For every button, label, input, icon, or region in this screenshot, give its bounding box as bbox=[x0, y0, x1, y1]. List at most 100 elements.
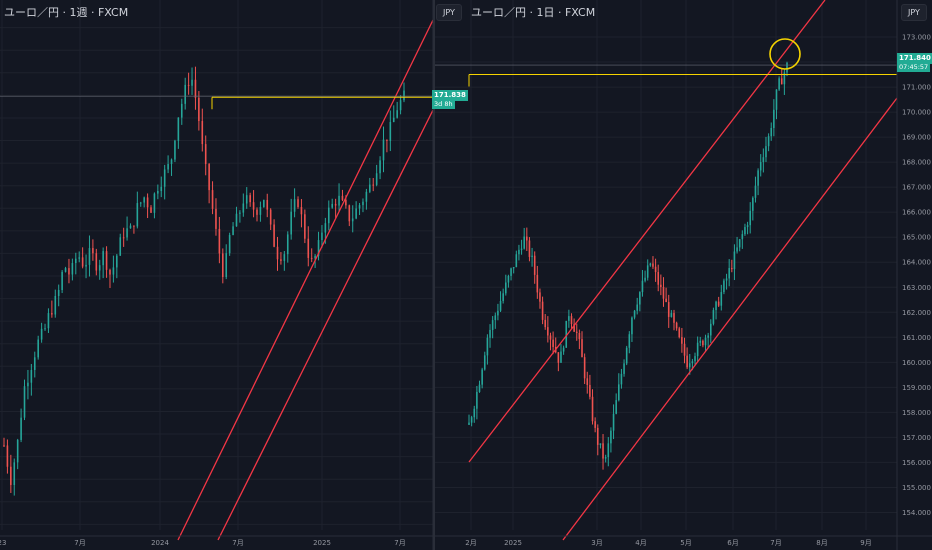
candle-body bbox=[399, 100, 402, 111]
candle-body bbox=[225, 253, 228, 278]
candle-body bbox=[194, 79, 197, 98]
candle-body bbox=[157, 190, 159, 194]
candle-body bbox=[712, 310, 715, 324]
candle-body bbox=[628, 334, 631, 348]
candle-body bbox=[483, 355, 486, 370]
candle-body bbox=[187, 84, 190, 86]
candle-body bbox=[770, 127, 773, 137]
x-tick-label: 2024 bbox=[151, 539, 169, 547]
candle-body bbox=[133, 225, 135, 227]
y-tick-label: 164.000 bbox=[902, 259, 931, 267]
y-tick-label: 163.000 bbox=[902, 284, 931, 292]
candle-body bbox=[612, 413, 615, 431]
daily-chart-title: ユーロ／円 · 1日 · FXCM bbox=[471, 6, 596, 19]
candle-body bbox=[119, 237, 122, 256]
candle-body bbox=[720, 292, 723, 306]
candle-body bbox=[754, 185, 757, 198]
candle-body bbox=[526, 236, 528, 241]
candle-body bbox=[507, 275, 510, 283]
candle-body bbox=[662, 287, 665, 299]
x-tick-label: 3月 bbox=[591, 539, 602, 547]
candle-body bbox=[102, 251, 104, 266]
candle-body bbox=[64, 268, 67, 272]
candle-body bbox=[191, 79, 193, 86]
candle-body bbox=[386, 139, 388, 141]
candle-body bbox=[321, 232, 323, 241]
candle-body bbox=[660, 284, 662, 288]
candle-body bbox=[604, 457, 607, 459]
channel-line bbox=[217, 109, 433, 541]
candle-body bbox=[778, 78, 780, 90]
candle-body bbox=[218, 228, 221, 254]
candle-body bbox=[649, 263, 652, 266]
y-tick-label: 166.000 bbox=[902, 209, 931, 217]
y-tick-label: 159.000 bbox=[902, 384, 931, 392]
x-tick-label: 7月 bbox=[394, 539, 405, 547]
candle-body bbox=[667, 302, 670, 317]
currency-button-weekly-axis[interactable]: JPY bbox=[436, 4, 462, 21]
candle-body bbox=[68, 268, 70, 275]
candle-body bbox=[736, 247, 738, 252]
candle-body bbox=[578, 332, 581, 340]
candle-body bbox=[486, 337, 489, 356]
candle-body bbox=[518, 249, 520, 255]
candle-body bbox=[235, 213, 238, 227]
candle-body bbox=[310, 257, 313, 259]
candle-body bbox=[725, 278, 728, 281]
candle-body bbox=[208, 164, 210, 191]
candle-body bbox=[744, 227, 746, 235]
channel-line bbox=[562, 97, 898, 541]
candle-body bbox=[544, 319, 547, 328]
candle-body bbox=[170, 159, 173, 165]
candle-body bbox=[759, 162, 762, 171]
candle-body bbox=[675, 322, 678, 329]
candle-body bbox=[211, 190, 214, 209]
y-tick-label: 161.000 bbox=[902, 334, 931, 342]
x-tick-label: 9月 bbox=[860, 539, 871, 547]
candle-body bbox=[10, 466, 12, 485]
candle-body bbox=[269, 209, 272, 225]
candle-body bbox=[245, 195, 248, 204]
candle-body bbox=[573, 324, 575, 332]
daily-chart-svg[interactable]: 173.000172.000171.000170.000169.000168.0… bbox=[435, 0, 932, 550]
y-tick-label: 156.000 bbox=[902, 459, 931, 467]
candle-body bbox=[704, 337, 707, 346]
candle-body bbox=[581, 339, 583, 358]
daily-chart-panel[interactable]: 173.000172.000171.000170.000169.000168.0… bbox=[435, 0, 932, 550]
candle-body bbox=[317, 240, 320, 256]
candle-body bbox=[228, 234, 231, 254]
currency-button-right[interactable]: JPY bbox=[901, 4, 927, 21]
weekly-chart-panel[interactable]: 178.000176.000174.000172.000170.000168.0… bbox=[0, 0, 433, 550]
candle-body bbox=[497, 310, 499, 316]
candle-body bbox=[752, 197, 754, 211]
candle-body bbox=[473, 408, 476, 418]
candle-body bbox=[696, 342, 699, 357]
x-tick-label: 5月 bbox=[680, 539, 691, 547]
candle-body bbox=[146, 197, 149, 208]
candle-body bbox=[307, 238, 310, 258]
candle-body bbox=[81, 257, 84, 267]
candle-body bbox=[623, 363, 625, 374]
candle-body bbox=[174, 140, 176, 160]
panel-divider[interactable] bbox=[433, 0, 435, 550]
weekly-chart-svg[interactable]: 178.000176.000174.000172.000170.000168.0… bbox=[0, 0, 433, 550]
candle-body bbox=[198, 97, 200, 122]
candle-body bbox=[27, 382, 29, 387]
candle-body bbox=[276, 246, 279, 260]
candle-body bbox=[283, 254, 286, 261]
candle-body bbox=[180, 103, 183, 118]
candle-body bbox=[351, 218, 354, 222]
candle-body bbox=[256, 209, 258, 215]
candle-body bbox=[300, 206, 303, 215]
candle-body bbox=[252, 202, 255, 210]
candle-body bbox=[71, 263, 74, 275]
candle-body bbox=[51, 313, 53, 315]
candle-body bbox=[707, 335, 709, 338]
x-tick-label: 4月 bbox=[635, 539, 646, 547]
candle-body bbox=[40, 328, 43, 340]
candle-body bbox=[143, 197, 145, 203]
channel-line bbox=[177, 19, 433, 541]
candle-body bbox=[512, 267, 515, 269]
candle-body bbox=[502, 293, 504, 301]
candle-body bbox=[652, 263, 654, 267]
